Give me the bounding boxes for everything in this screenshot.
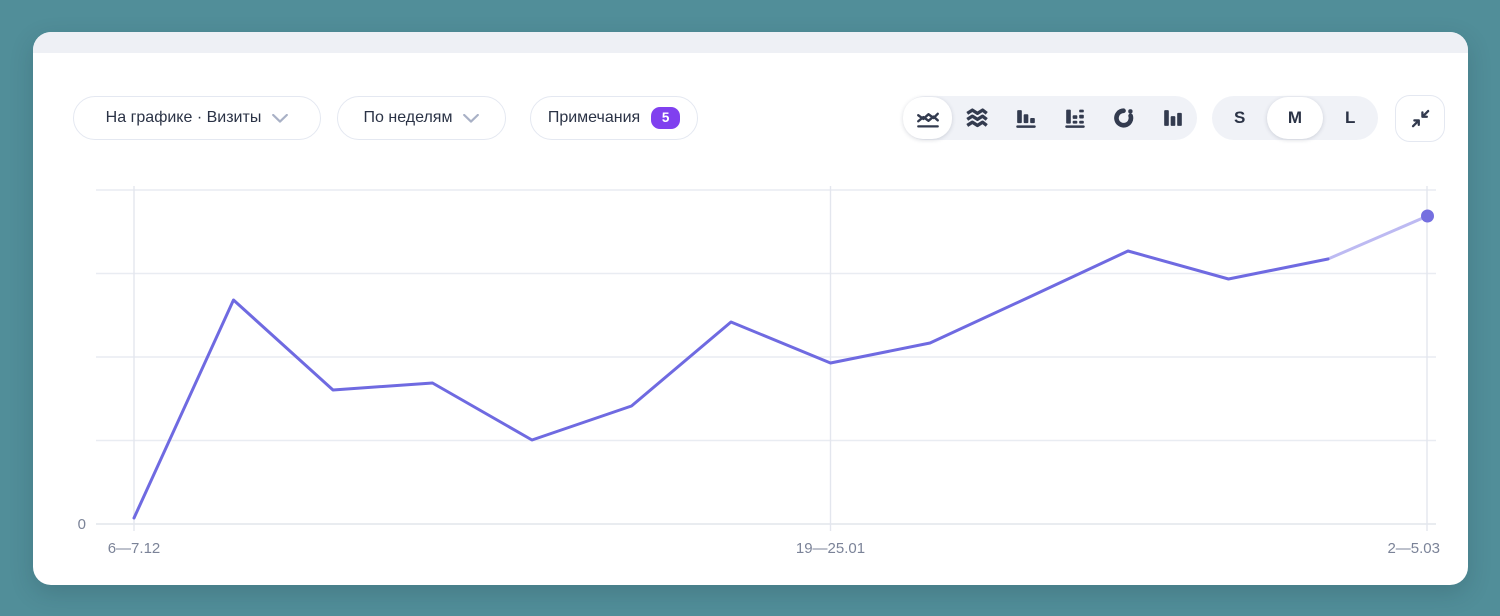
- collapse-button[interactable]: [1395, 95, 1445, 142]
- pie-chart-icon: [1113, 108, 1133, 128]
- chart-type-stacked-bar[interactable]: [1050, 96, 1099, 140]
- line-chart-icon: [916, 112, 939, 128]
- size-option-l[interactable]: L: [1345, 108, 1356, 127]
- y-axis-label-zero: 0: [78, 516, 86, 533]
- notes-button[interactable]: Примечания 5: [530, 96, 698, 140]
- period-dropdown[interactable]: По неделям: [337, 96, 506, 140]
- stacked-bar-icon: [1064, 109, 1085, 128]
- chart-type-columns[interactable]: [1148, 96, 1197, 140]
- vertical-gridlines: [133, 186, 1428, 531]
- collapse-icon: [1411, 109, 1429, 128]
- columns-chart-icon: [1163, 110, 1182, 126]
- chart-type-stacked-area[interactable]: [952, 96, 1001, 140]
- x-axis-label-3: 2—5.03: [1387, 540, 1440, 557]
- stacked-area-icon: [965, 108, 988, 128]
- chart-type-line[interactable]: [903, 97, 952, 139]
- size-switcher: S M L: [1212, 96, 1378, 140]
- chart-area[interactable]: 0 6—7.12 19—25.01 2—5.03: [33, 172, 1468, 585]
- notes-button-label: Примечания: [547, 109, 641, 126]
- series-line: [132, 249, 1330, 520]
- size-option-s[interactable]: S: [1233, 108, 1246, 127]
- chart-type-bar[interactable]: [1001, 96, 1050, 140]
- period-dropdown-label: По неделям: [363, 109, 453, 126]
- bar-chart-icon: [1015, 110, 1036, 128]
- metric-dropdown[interactable]: На графике · Визиты: [73, 96, 321, 140]
- chart-widget-card: На графике · Визиты По неделям Примечани…: [33, 32, 1468, 585]
- x-axis-label-2: 19—25.01: [796, 540, 865, 557]
- size-option-m[interactable]: M: [1267, 97, 1323, 139]
- chart-type-pie[interactable]: [1099, 96, 1148, 140]
- chart-type-switcher: [903, 96, 1197, 140]
- visits-line-chart: 0 6—7.12 19—25.01 2—5.03: [78, 186, 1440, 557]
- notes-count-badge: 5: [651, 107, 681, 129]
- series-line-provisional: [1326, 214, 1429, 261]
- x-axis-label-1: 6—7.12: [108, 540, 161, 557]
- metric-dropdown-label: На графике · Визиты: [105, 109, 262, 126]
- series-layer: [132, 209, 1434, 520]
- chevron-down-icon: [272, 113, 289, 123]
- last-point-marker[interactable]: [1421, 209, 1434, 223]
- chevron-down-icon: [463, 113, 480, 123]
- card-top-strip: [33, 32, 1468, 53]
